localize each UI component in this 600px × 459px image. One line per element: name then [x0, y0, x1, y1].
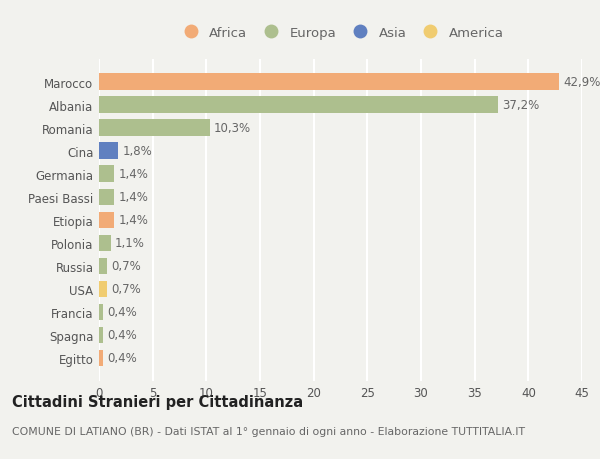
- Text: 1,1%: 1,1%: [115, 237, 145, 250]
- Bar: [99, 212, 114, 229]
- Bar: [99, 189, 114, 206]
- Bar: [99, 327, 103, 343]
- Bar: [99, 97, 498, 114]
- Text: 1,4%: 1,4%: [118, 214, 148, 227]
- Bar: [99, 281, 107, 297]
- Text: 0,4%: 0,4%: [107, 352, 137, 364]
- Legend: Africa, Europa, Asia, America: Africa, Europa, Asia, America: [172, 21, 509, 45]
- Bar: [99, 304, 103, 320]
- Text: Cittadini Stranieri per Cittadinanza: Cittadini Stranieri per Cittadinanza: [12, 394, 303, 409]
- Text: 1,4%: 1,4%: [118, 191, 148, 204]
- Text: 0,7%: 0,7%: [111, 283, 140, 296]
- Text: 37,2%: 37,2%: [503, 99, 540, 112]
- Bar: [99, 166, 114, 183]
- Bar: [99, 143, 118, 160]
- Text: 1,8%: 1,8%: [122, 145, 152, 158]
- Bar: [99, 235, 111, 252]
- Text: 10,3%: 10,3%: [214, 122, 251, 135]
- Bar: [99, 350, 103, 366]
- Bar: [99, 258, 107, 274]
- Text: 42,9%: 42,9%: [564, 76, 600, 89]
- Text: 0,7%: 0,7%: [111, 260, 140, 273]
- Bar: [99, 74, 559, 91]
- Text: COMUNE DI LATIANO (BR) - Dati ISTAT al 1° gennaio di ogni anno - Elaborazione TU: COMUNE DI LATIANO (BR) - Dati ISTAT al 1…: [12, 426, 525, 436]
- Text: 0,4%: 0,4%: [107, 306, 137, 319]
- Bar: [99, 120, 209, 137]
- Text: 0,4%: 0,4%: [107, 329, 137, 341]
- Text: 1,4%: 1,4%: [118, 168, 148, 181]
